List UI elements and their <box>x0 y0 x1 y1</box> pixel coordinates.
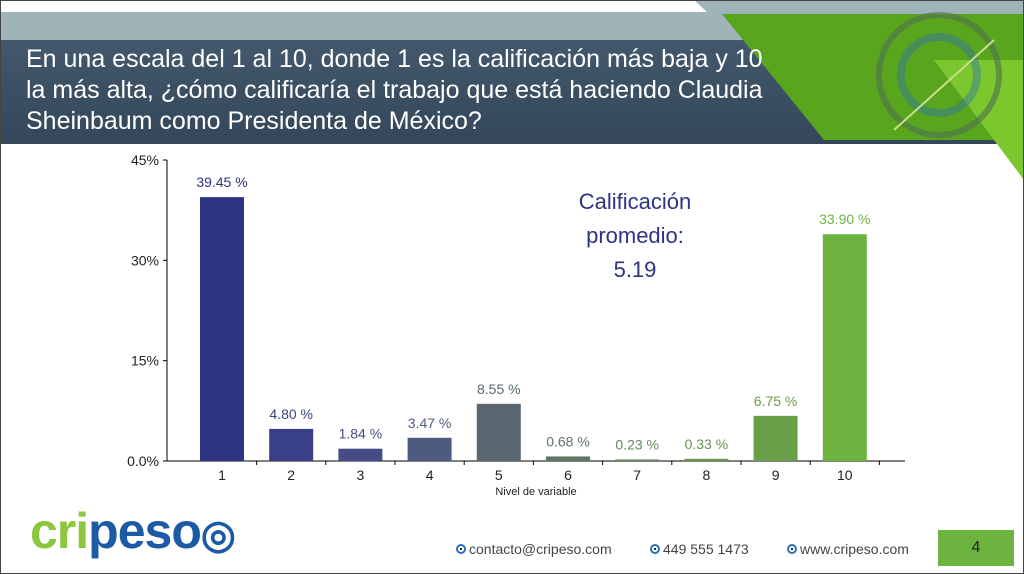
x-tick-label: 2 <box>287 467 295 483</box>
bar <box>822 234 867 461</box>
bar <box>615 459 660 461</box>
bar <box>407 437 452 461</box>
y-tick-label: 30% <box>131 252 159 268</box>
data-label: 3.47 % <box>408 415 452 431</box>
contact-phone: 449 555 1473 <box>650 541 749 557</box>
phone-text: 449 555 1473 <box>663 541 749 557</box>
average-annotation: Calificación promedio: 5.19 <box>555 185 715 287</box>
x-tick-label: 9 <box>772 467 780 483</box>
x-tick-label: 6 <box>564 467 572 483</box>
x-tick-label: 8 <box>703 467 711 483</box>
slide-title: En una escala del 1 al 10, donde 1 es la… <box>26 45 763 135</box>
data-label: 0.33 % <box>685 436 729 452</box>
y-tick-label: 15% <box>131 353 159 369</box>
x-tick-label: 7 <box>633 467 641 483</box>
data-label: 33.90 % <box>819 211 870 227</box>
average-label-1: Calificación <box>578 189 692 214</box>
target-decoration-icon <box>694 0 1024 180</box>
data-label: 0.23 % <box>615 436 659 452</box>
x-tick-label: 5 <box>495 467 503 483</box>
data-label: 39.45 % <box>196 174 247 190</box>
target-bullet-icon <box>787 544 797 554</box>
target-bullet-icon <box>456 544 466 554</box>
bar <box>269 428 314 461</box>
y-tick-label: 0.0% <box>127 453 159 469</box>
x-tick-label: 10 <box>837 467 853 483</box>
bar <box>476 403 521 461</box>
y-tick-label: 45% <box>131 152 159 168</box>
bar <box>684 458 729 461</box>
target-bullet-icon <box>650 544 660 554</box>
average-value: 5.19 <box>613 257 657 282</box>
x-axis-title: Nivel de variable <box>495 486 576 498</box>
bar <box>338 448 383 461</box>
x-tick-label: 4 <box>426 467 434 483</box>
page-number: 4 <box>938 530 1014 566</box>
data-label: 6.75 % <box>754 393 798 409</box>
x-tick-label: 3 <box>357 467 365 483</box>
bar <box>546 456 590 461</box>
data-label: 8.55 % <box>477 381 521 397</box>
bar <box>753 415 798 461</box>
contact-email[interactable]: contacto@cripeso.com <box>456 541 612 557</box>
bar <box>200 197 244 461</box>
email-text: contacto@cripeso.com <box>469 541 612 557</box>
x-tick-label: 1 <box>218 467 226 483</box>
web-text: www.cripeso.com <box>800 541 909 557</box>
data-label: 4.80 % <box>269 406 313 422</box>
data-label: 0.68 % <box>546 433 590 449</box>
average-label-2: promedio: <box>586 223 684 248</box>
contact-web[interactable]: www.cripeso.com <box>787 541 909 557</box>
cripeso-logo: cripeso◎ <box>30 503 236 559</box>
data-label: 1.84 % <box>339 426 383 442</box>
